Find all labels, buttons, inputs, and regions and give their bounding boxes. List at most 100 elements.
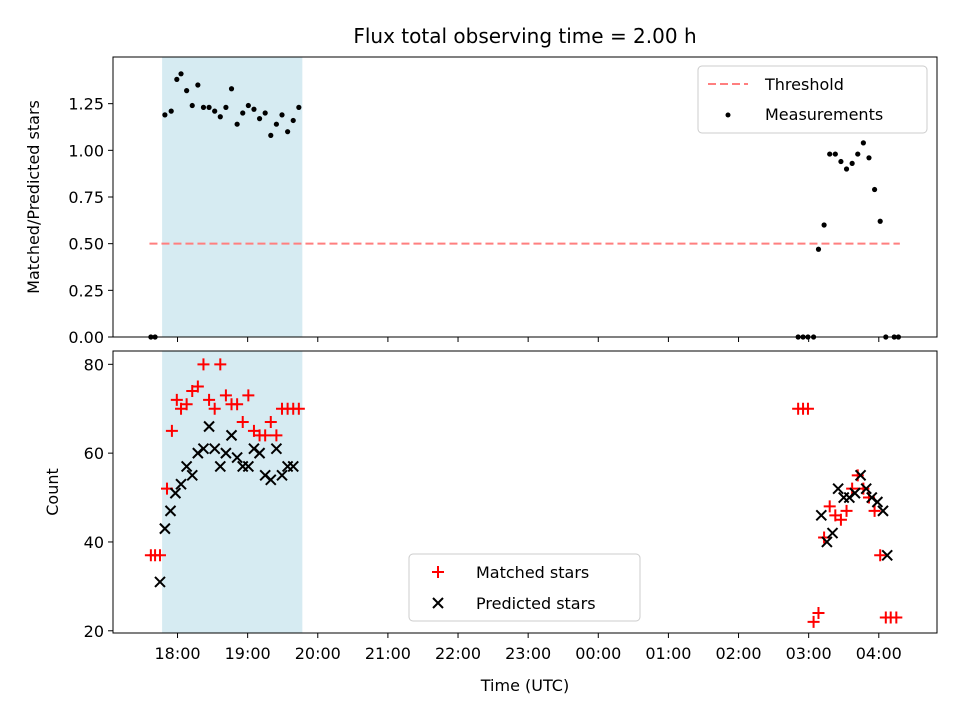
predicted-star-point [860,482,872,495]
measurement-point [877,218,883,224]
top-y-tick-label: 1.00 [68,141,104,160]
top-y-ticks: 0.00 0.25 0.50 0.75 1.00 1.25 [68,95,113,347]
measurement-point [815,246,822,252]
matched-star-point [180,398,193,411]
predicted-star-point [225,429,238,442]
legend-threshold-label: Threshold [764,75,844,94]
legend-measurements-label: Measurements [765,105,883,124]
matched-star-point [170,393,183,406]
measurement-point [843,166,850,172]
measurement-point [206,104,212,110]
measurement-point [838,158,844,165]
matched-star-point [812,607,825,620]
measurement-point [174,76,180,82]
x-tick-label: 03:00 [786,644,832,663]
measurement-point [245,102,251,109]
matched-star-point [874,549,887,562]
top-y-tick-label: 0.00 [68,328,104,347]
matched-star-point [242,389,255,402]
measurement-point [200,104,207,110]
measurement-point [240,110,246,116]
predicted-star-point [220,447,232,459]
measurement-point [832,151,838,157]
measurement-point [871,186,878,193]
predicted-star-point [270,442,283,455]
matched-star-point [292,402,305,415]
measurement-point [228,86,235,92]
predicted-star-point [276,469,288,482]
top-y-tick-label: 0.75 [68,188,104,207]
measurement-point [279,112,285,118]
x-tick-label: 18:00 [154,644,200,663]
measurement-point [212,108,218,114]
bottom-y-tick-label: 60 [84,444,104,463]
bottom-y-tick-label: 80 [84,355,104,374]
measurement-points [148,71,902,340]
top-y-tick-label: 0.25 [68,281,104,300]
predicted-star-point [180,460,193,473]
measurement-point [849,160,855,166]
measurement-point [184,88,190,94]
measurement-point [827,151,833,157]
matched-star-point [259,429,272,442]
bottom-legend: Matched stars Predicted stars [408,553,641,622]
matched-star-point [219,389,232,402]
predicted-star-point [815,509,827,522]
predicted-star-point [287,460,299,473]
matched-star-point [264,416,277,429]
measurement-point [290,117,296,124]
predicted-star-point [154,576,166,588]
top-legend-box [697,65,928,134]
x-axis-label: Time (UTC) [480,676,569,695]
measurement-point [860,140,866,146]
predicted-star-point [214,460,227,473]
x-tick-label: 04:00 [856,644,902,663]
predicted-star-point [253,447,266,459]
measurement-point [268,132,274,138]
measurement-point [234,121,240,127]
matched-star-point [890,611,903,624]
bottom-y-ticks: 20 40 60 80 [84,355,113,641]
matched-star-point [214,358,227,371]
predicted-star-point [231,451,243,464]
matched-star-points [144,358,903,628]
bottom-legend-box [408,553,641,622]
predicted-star-point [826,527,839,539]
predicted-star-point [877,505,889,517]
matched-star-point [203,393,216,406]
measurement-point [285,129,291,135]
bottom-axes-frame [112,350,938,634]
bottom-y-tick-label: 40 [84,533,104,552]
top-y-tick-label: 1.25 [68,95,104,114]
x-tick-label: 02:00 [715,644,761,663]
predicted-star-point [197,442,210,455]
measurement-point [855,151,861,157]
legend-matched-label: Matched stars [476,563,589,582]
x-tick-label: 22:00 [435,644,481,663]
matched-star-point [868,504,881,517]
bottom-shaded-span [162,351,303,633]
matched-star-point [807,615,820,628]
x-tick-label: 00:00 [575,644,621,663]
matched-star-point [840,504,853,517]
chart-title: Flux total observing time = 2.00 h [353,24,696,48]
matched-star-point [823,500,836,513]
predicted-star-point [203,420,215,433]
predicted-star-point [821,536,833,548]
x-tick-label: 20:00 [295,644,341,663]
legend-matched-swatch [432,566,444,578]
top-x-ticks [177,337,880,342]
measurement-point [821,222,827,228]
bottom-x-ticks: 18:00 19:00 20:00 21:00 22:00 23:00 00:00 01:00… [154,633,902,663]
bottom-y-tick-label: 20 [84,622,104,641]
predicted-star-point [849,487,861,499]
measurement-point [251,106,257,112]
predicted-star-point [169,487,182,499]
matched-star-point [270,429,283,442]
matched-star-point [197,358,210,371]
predicted-star-point [832,482,844,495]
x-tick-label: 23:00 [505,644,551,663]
matched-star-point [834,513,847,526]
legend-predicted-label: Predicted stars [476,594,596,613]
predicted-star-point [175,478,187,490]
